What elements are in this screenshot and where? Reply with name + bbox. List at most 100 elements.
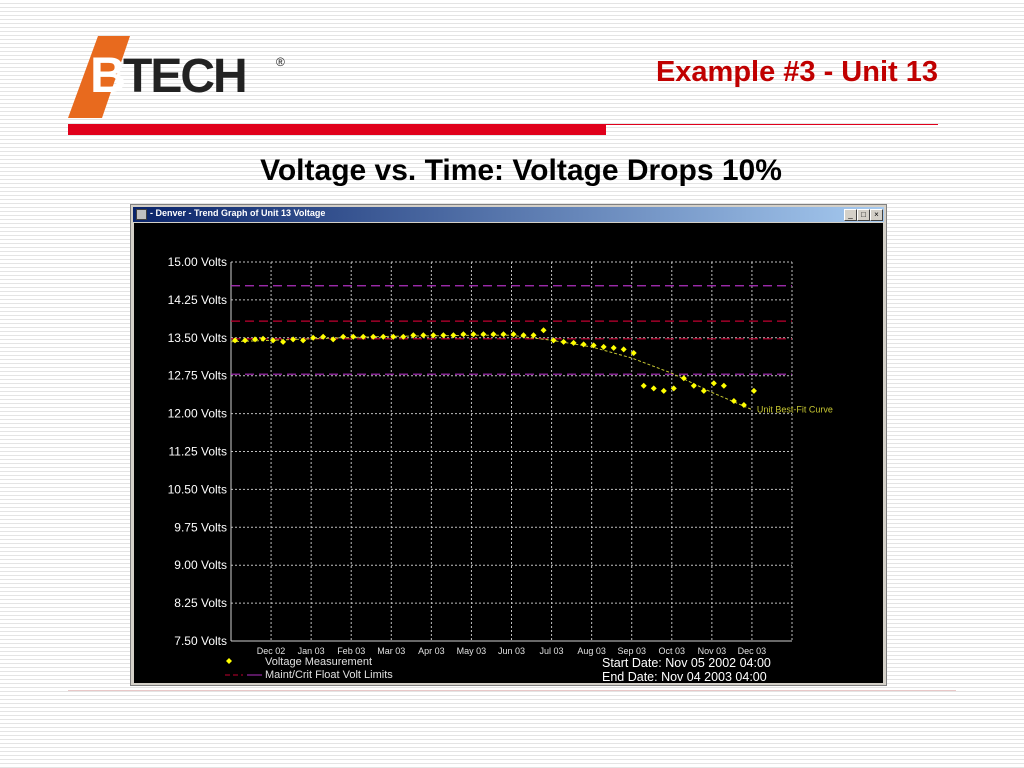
- x-tick-label: Oct 03: [659, 646, 686, 656]
- y-tick-label: 13.50 Volts: [168, 331, 227, 345]
- voltage-point: [720, 382, 727, 389]
- best-fit-curve-label: Unit Best-Fit Curve: [757, 405, 833, 415]
- window-title: - Denver - Trend Graph of Unit 13 Voltag…: [150, 208, 326, 218]
- y-tick-label: 9.75 Volts: [174, 520, 227, 534]
- voltage-point: [510, 331, 517, 338]
- svg-text:B: B: [90, 47, 126, 103]
- voltage-point: [420, 332, 427, 339]
- trend-graph-window: - Denver - Trend Graph of Unit 13 Voltag…: [130, 204, 887, 686]
- x-tick-label: Jun 03: [498, 646, 525, 656]
- x-tick-label: Dec 03: [738, 646, 767, 656]
- svg-text:TECH: TECH: [123, 50, 246, 103]
- voltage-point: [540, 327, 547, 334]
- voltage-point: [400, 333, 407, 340]
- x-tick-label: Apr 03: [418, 646, 445, 656]
- y-tick-label: 8.25 Volts: [174, 596, 227, 610]
- voltage-point: [600, 343, 607, 350]
- voltage-point: [580, 341, 587, 348]
- y-tick-label: 10.50 Volts: [168, 482, 227, 496]
- voltage-point: [640, 382, 647, 389]
- close-button[interactable]: ×: [870, 209, 883, 221]
- voltage-point: [680, 375, 687, 382]
- voltage-point: [232, 337, 239, 344]
- voltage-point: [252, 336, 259, 343]
- header-divider-thick: [68, 124, 606, 135]
- voltage-point: [470, 331, 477, 338]
- header-divider-thin: [606, 124, 938, 125]
- voltage-point: [450, 332, 457, 339]
- footer-divider: [68, 690, 956, 691]
- voltage-point: [410, 332, 417, 339]
- svg-text:®: ®: [276, 55, 285, 69]
- voltage-point: [480, 331, 487, 338]
- legend-limits-label: Maint/Crit Float Volt Limits: [265, 669, 393, 681]
- voltage-point: [710, 380, 717, 387]
- voltage-point: [650, 385, 657, 392]
- voltage-point: [242, 337, 249, 344]
- x-tick-label: Sep 03: [617, 646, 646, 656]
- trend-chart: 15.00 Volts 14.25 Volts 13.50 Volts 12.75 V…: [168, 255, 833, 684]
- voltage-point: [730, 397, 737, 404]
- voltage-point: [430, 332, 437, 339]
- x-tick-label: Mar 03: [377, 646, 405, 656]
- voltage-point: [610, 344, 617, 351]
- voltage-point: [550, 337, 557, 344]
- voltage-point: [490, 331, 497, 338]
- x-tick-label: May 03: [457, 646, 487, 656]
- voltage-point: [660, 387, 667, 394]
- btech-logo: B TECH ®: [68, 36, 285, 118]
- y-tick-label: 7.50 Volts: [174, 634, 227, 648]
- voltage-point: [390, 333, 397, 340]
- y-tick-label: 12.75 Volts: [168, 369, 227, 383]
- window-titlebar[interactable]: - Denver - Trend Graph of Unit 13 Voltag…: [133, 207, 884, 222]
- voltage-point: [310, 334, 317, 341]
- voltage-point: [670, 385, 677, 392]
- x-tick-label: Dec 02: [257, 646, 286, 656]
- y-tick-label: 11.25 Volts: [169, 445, 228, 459]
- voltage-point: [340, 333, 347, 340]
- voltage-point: [590, 342, 597, 349]
- slide-title: Example #3 - Unit 13: [655, 56, 938, 88]
- voltage-point: [350, 333, 357, 340]
- y-tick-label: 14.25 Volts: [168, 293, 227, 307]
- x-tick-label: Jan 03: [298, 646, 325, 656]
- voltage-point: [290, 336, 297, 343]
- legend-measurement-marker: [226, 658, 232, 664]
- voltage-point: [370, 333, 377, 340]
- end-date: End Date: Nov 04 2003 04:00: [602, 670, 767, 683]
- voltage-point: [260, 335, 267, 342]
- plot-area: 15.00 Volts 14.25 Volts 13.50 Volts 12.75 V…: [134, 223, 883, 684]
- voltage-point: [500, 331, 507, 338]
- voltage-point: [620, 346, 627, 353]
- legend-measurement-label: Voltage Measurement: [265, 656, 372, 668]
- voltage-point: [570, 339, 577, 346]
- voltage-point: [330, 336, 337, 343]
- voltage-point: [320, 333, 327, 340]
- start-date: Start Date: Nov 05 2002 04:00: [602, 656, 771, 670]
- y-tick-label: 9.00 Volts: [174, 558, 227, 572]
- voltage-point: [440, 332, 447, 339]
- voltage-point: [700, 387, 707, 394]
- voltage-point: [690, 382, 697, 389]
- x-tick-label: Feb 03: [337, 646, 365, 656]
- voltage-point: [530, 332, 537, 339]
- y-tick-label: 12.00 Volts: [168, 407, 227, 421]
- window-app-icon[interactable]: [136, 209, 147, 220]
- x-tick-label: Aug 03: [577, 646, 606, 656]
- voltage-point: [270, 337, 277, 344]
- best-fit-curve: [230, 334, 753, 411]
- voltage-point: [750, 387, 757, 394]
- x-tick-label: Jul 03: [540, 646, 564, 656]
- voltage-point: [280, 338, 287, 345]
- x-tick-label: Nov 03: [698, 646, 727, 656]
- maximize-button[interactable]: □: [857, 209, 870, 221]
- y-tick-label: 15.00 Volts: [168, 255, 227, 269]
- minimize-button[interactable]: _: [844, 209, 857, 221]
- voltage-point: [300, 337, 307, 344]
- chart-heading: Voltage vs. Time: Voltage Drops 10%: [260, 154, 782, 187]
- voltage-point: [520, 332, 527, 339]
- voltage-point: [740, 402, 747, 409]
- voltage-point: [360, 333, 367, 340]
- voltage-point: [380, 333, 387, 340]
- voltage-point: [630, 349, 637, 356]
